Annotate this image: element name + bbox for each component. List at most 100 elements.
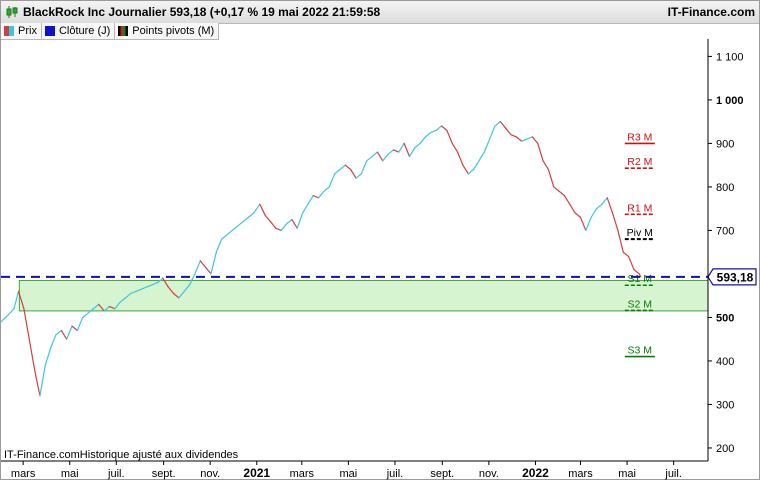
pivot-label: S1 M — [628, 273, 653, 285]
price-segment — [382, 153, 389, 162]
y-tick-label: 400 — [716, 356, 734, 368]
price-segment — [178, 290, 185, 299]
price-segment — [617, 229, 624, 253]
price-segment — [558, 190, 566, 197]
price-segment — [66, 325, 73, 340]
price-segment — [307, 195, 314, 205]
price-segment — [446, 129, 453, 145]
price-segment — [344, 164, 352, 171]
price-segment — [108, 305, 116, 310]
price-segment — [440, 125, 448, 131]
price-segment — [371, 151, 379, 158]
price-segment — [387, 149, 395, 155]
price-segment — [98, 303, 105, 312]
price-segment — [537, 142, 544, 162]
price-segment — [87, 308, 94, 314]
price-segment — [92, 303, 100, 310]
chart-title: BlackRock Inc Journalier 593,18 (+0,17 %… — [23, 5, 381, 19]
price-segment — [130, 290, 137, 295]
price-segment — [638, 273, 642, 278]
legend-item-pivots[interactable]: Points pivots (M) — [115, 23, 220, 40]
x-tick-label: 2022 — [522, 466, 549, 480]
pivot-label: S2 M — [628, 298, 653, 310]
candlestick-icon — [6, 6, 18, 18]
price-segment — [473, 160, 480, 171]
y-tick-label: 900 — [716, 138, 734, 150]
price-segment — [547, 168, 555, 188]
price-segment — [172, 292, 180, 299]
price-segment — [595, 203, 603, 210]
price-segment — [430, 129, 437, 134]
price-segment — [398, 142, 405, 153]
price-segment — [360, 160, 368, 175]
pivot-label: Piv M — [627, 227, 653, 239]
price-segment — [633, 268, 640, 275]
legend-item-cloture[interactable]: Clôture (J) — [41, 23, 116, 40]
price-segment — [451, 142, 459, 153]
price-segment — [489, 125, 496, 140]
price-segment — [585, 216, 592, 232]
price-segment — [1, 314, 9, 323]
legend-item-prix[interactable]: Prix — [1, 23, 42, 40]
price-segment — [483, 138, 491, 153]
price-segment — [350, 168, 357, 179]
price-segment — [7, 308, 15, 316]
price-segment — [146, 284, 153, 288]
legend-label-pivots: Points pivots (M) — [132, 25, 215, 37]
x-tick-label: mars — [290, 468, 315, 480]
price-segment — [296, 212, 304, 229]
price-segment — [574, 212, 582, 218]
x-axis: mars mai juil. sept. nov. 2021 mars mai juil. sep… — [11, 461, 682, 480]
price-segment — [392, 149, 400, 153]
pivot-layer: R3 M R2 M R1 M Piv M S1 M S2 M S3 M — [624, 131, 655, 358]
price-segment — [553, 186, 560, 192]
price-segment — [601, 197, 608, 205]
price-segment — [462, 164, 469, 175]
price-segment — [312, 195, 320, 199]
price-segment — [76, 316, 84, 332]
price-segment — [334, 168, 341, 175]
y-axis: 1 100 1 000 900 800 700 500 400 300 200 — [708, 51, 744, 455]
price-segment — [210, 251, 217, 275]
x-tick-label: mai — [618, 468, 636, 480]
price-segment — [247, 212, 255, 218]
price-segment — [39, 364, 46, 397]
price-segment — [285, 218, 293, 225]
pivot-label: R2 M — [627, 156, 652, 168]
pivot-label: S3 M — [628, 345, 653, 357]
price-segment — [135, 288, 143, 292]
price-segment — [280, 223, 288, 232]
price-segment — [323, 186, 330, 192]
price-segment — [231, 225, 239, 232]
legend-label-cloture: Clôture (J) — [58, 25, 111, 37]
price-segment — [226, 229, 233, 236]
price-segment — [515, 136, 523, 142]
price-segment — [215, 238, 223, 253]
price-segment — [259, 203, 266, 216]
y-tick-label: 1 100 — [716, 51, 744, 63]
price-segment — [269, 221, 277, 229]
price-segment — [419, 136, 427, 145]
price-segment — [505, 127, 512, 136]
price-segment — [275, 227, 282, 232]
price-segment — [339, 164, 346, 171]
close-swatch — [44, 26, 55, 36]
support-zone — [18, 279, 709, 312]
price-segment — [627, 255, 635, 271]
price-segment — [119, 297, 127, 303]
price-layer — [1, 121, 642, 397]
plot-area — [1, 39, 708, 461]
price-segment — [242, 216, 249, 223]
price-segment — [44, 347, 52, 366]
price-segment — [579, 216, 587, 232]
zone-layer — [18, 279, 709, 312]
price-segment — [366, 155, 373, 162]
price-segment — [414, 142, 421, 149]
x-tick-label: juil. — [107, 468, 125, 480]
price-segment — [50, 334, 57, 349]
price-segment — [606, 197, 614, 214]
legend-label-prix: Prix — [18, 25, 37, 37]
y-tick-label: 800 — [716, 182, 734, 194]
x-tick-label: juil. — [386, 468, 404, 480]
